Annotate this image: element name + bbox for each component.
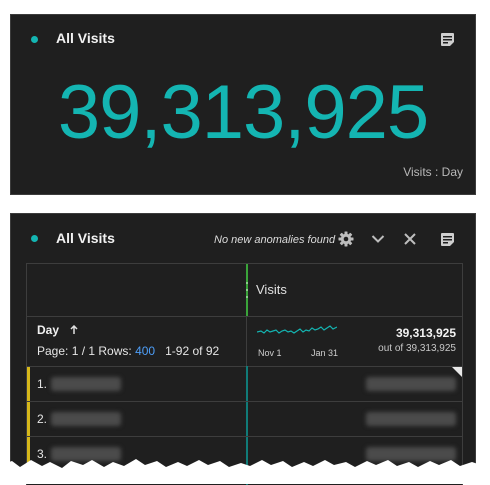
row-dimension-value-redacted <box>51 377 121 391</box>
summary-value: 39,313,925 <box>57 70 429 155</box>
status-dot-icon <box>31 235 38 242</box>
header-column-divider <box>246 316 247 366</box>
close-icon[interactable] <box>404 233 416 245</box>
panel-title[interactable]: All Visits <box>56 30 115 46</box>
notes-icon[interactable] <box>440 232 456 248</box>
table-panel: All Visits No new anomalies found Visits <box>10 213 476 485</box>
summary-panel: All Visits 39,313,925 Visits : Day <box>10 14 476 195</box>
table-row[interactable]: 1. <box>27 367 462 401</box>
row-dimension-value-redacted <box>51 447 121 461</box>
row-index: 3. <box>37 447 48 461</box>
status-dot-icon <box>31 36 38 43</box>
drag-handle-icon[interactable] <box>246 280 248 300</box>
row-marker <box>27 367 30 401</box>
freeform-table: Visits Day Page: 1 / 1 Rows: 400 1-92 of… <box>26 263 463 485</box>
row-marker <box>27 402 30 436</box>
sparkline-end-label: Jan 31 <box>311 348 339 358</box>
header-divider <box>27 316 462 317</box>
row-metric-value-redacted <box>366 412 456 426</box>
page-label: Page: 1 / 1 <box>37 344 96 358</box>
row-metric-value-redacted <box>366 447 456 461</box>
row-divider <box>27 436 462 437</box>
table-row[interactable]: 3. <box>27 437 462 471</box>
summary-row-divider <box>27 366 462 367</box>
summary-subtitle: Visits : Day <box>403 165 463 179</box>
rows-per-page-select[interactable]: 400 <box>135 344 156 358</box>
row-index: 1. <box>37 377 48 391</box>
table-row[interactable]: 2. <box>27 402 462 436</box>
gear-icon[interactable] <box>338 231 354 247</box>
torn-edge <box>0 459 490 484</box>
anomaly-status: No new anomalies found <box>214 234 336 246</box>
row-range: 1-92 of 92 <box>165 344 220 358</box>
dimension-header[interactable]: Day <box>37 323 78 337</box>
notes-icon[interactable] <box>440 32 456 48</box>
sort-ascending-arrow-icon[interactable] <box>70 324 78 335</box>
metric-total: 39,313,925 <box>395 326 456 340</box>
sparkline-start-label: Nov 1 <box>258 348 282 358</box>
metric-bar-marker <box>246 366 248 485</box>
row-index: 2. <box>37 412 48 426</box>
pagination-info: Page: 1 / 1 Rows: 400 1-92 of 92 <box>37 344 219 358</box>
metric-total-out-of: out of 39,313,925 <box>378 343 456 354</box>
sparkline <box>257 325 337 334</box>
metric-column-header[interactable]: Visits <box>256 282 287 297</box>
row-divider <box>27 401 462 402</box>
rows-label: Rows: <box>98 344 132 358</box>
panel-title[interactable]: All Visits <box>56 230 115 246</box>
row-marker <box>27 437 30 471</box>
row-dimension-value-redacted <box>51 412 121 426</box>
row-metric-value-redacted <box>366 377 456 391</box>
chevron-down-icon[interactable] <box>371 234 385 244</box>
cell-corner-marker <box>452 367 462 377</box>
